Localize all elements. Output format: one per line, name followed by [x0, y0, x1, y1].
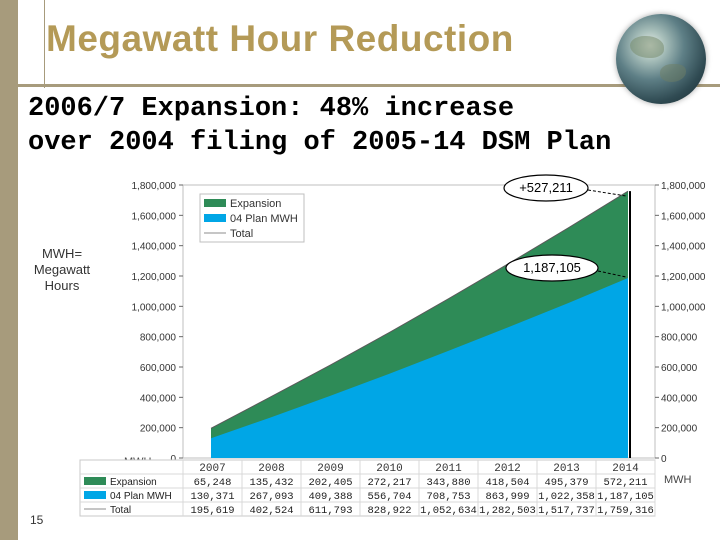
- legend-label-2: Total: [230, 228, 253, 240]
- legend-swatch-expansion: [204, 199, 226, 207]
- legend-label-1: 04 Plan MWH: [230, 213, 298, 225]
- table-cell: 343,880: [426, 477, 470, 489]
- table-header-2008: 2008: [258, 463, 284, 475]
- table-cell: 418,504: [485, 477, 529, 489]
- callout-plan-bubble: [505, 254, 599, 282]
- table-header-2014: 2014: [612, 463, 639, 475]
- callout-expansion-text: +527,211: [519, 180, 573, 195]
- table-header-2012: 2012: [494, 463, 520, 475]
- table-cell: 572,211: [603, 477, 647, 489]
- table-cell: 863,999: [485, 491, 529, 503]
- y-tick-label-left: 200,000: [140, 424, 177, 435]
- table-swatch-1: [84, 491, 106, 499]
- series-area-04-plan: [211, 277, 628, 458]
- table-cell: 708,753: [426, 491, 470, 503]
- slide-title: Megawatt Hour Reduction: [46, 18, 514, 59]
- table-cell: 267,093: [249, 491, 293, 503]
- title-divider: [18, 84, 720, 87]
- table-header-2007: 2007: [199, 463, 225, 475]
- y-tick-label-left: 400,000: [140, 393, 177, 404]
- table-cell: 1,282,503: [479, 505, 536, 517]
- table-cell: 828,922: [367, 505, 411, 517]
- slide-subtitle: 2006/7 Expansion: 48% increase over 2004…: [28, 92, 688, 160]
- table-cell: 1,759,316: [597, 505, 654, 517]
- table-cell: 202,405: [308, 477, 352, 489]
- legend-label-0: Expansion: [230, 198, 281, 210]
- table-series-name-1: 04 Plan MWH: [110, 491, 172, 502]
- title-bar: [0, 0, 720, 88]
- table-header-2009: 2009: [317, 463, 343, 475]
- table-cell: 402,524: [249, 505, 293, 517]
- mwh-definition-line-3: Hours: [44, 278, 80, 293]
- table-cell: 130,371: [190, 491, 234, 503]
- table-cell: 409,388: [308, 491, 352, 503]
- y-tick-label-right: 1,400,000: [661, 242, 706, 253]
- table-cell: 272,217: [367, 477, 411, 489]
- table-cell: 1,052,634: [420, 505, 477, 517]
- y-tick-label-right: 1,800,000: [661, 181, 706, 192]
- table-header-2011: 2011: [435, 463, 462, 475]
- mwh-definition-line-2: Megawatt: [33, 262, 91, 277]
- left-accent-bar: [0, 0, 18, 540]
- callout-expansion-leader: [587, 189, 627, 197]
- slide-number: 15: [30, 513, 44, 527]
- subtitle-line-2: over 2004 filing of 2005-14 DSM Plan: [28, 128, 612, 158]
- table-cell: 1,187,105: [597, 491, 654, 503]
- table-cell: 611,793: [308, 505, 352, 517]
- table-cell: 195,619: [190, 505, 234, 517]
- table-cell: 1,517,737: [538, 505, 595, 517]
- table-cell: 556,704: [367, 491, 411, 503]
- mwh-definition: MWH= Megawatt Hours: [22, 246, 102, 294]
- table-cell: 135,432: [249, 477, 293, 489]
- y-tick-label-right: 1,000,000: [661, 302, 706, 313]
- mwh-definition-line-1: MWH=: [41, 246, 83, 261]
- callout-expansion-bubble: [503, 174, 589, 202]
- title-divider-vertical: [44, 0, 45, 88]
- y-tick-label-left: 1,800,000: [132, 181, 177, 192]
- table-cell: 495,379: [544, 477, 588, 489]
- table-header-2013: 2013: [553, 463, 579, 475]
- subtitle-line-1: 2006/7 Expansion: 48% increase: [28, 94, 515, 124]
- y-tick-label-right: 200,000: [661, 424, 698, 435]
- y-tick-label-left: 1,400,000: [132, 242, 177, 253]
- y-tick-label-right: 1,200,000: [661, 272, 706, 283]
- y-tick-label-left: 1,600,000: [132, 211, 177, 222]
- y-tick-label-right: 800,000: [661, 333, 698, 344]
- table-cell: 65,248: [194, 477, 232, 489]
- table-cell: 1,022,358: [538, 491, 595, 503]
- table-swatch-0: [84, 477, 106, 485]
- callout-plan-text: 1,187,105: [523, 260, 581, 275]
- table-series-name-0: Expansion: [110, 477, 157, 488]
- y-tick-label-left: 1,200,000: [132, 272, 177, 283]
- y-tick-label-right: 0: [661, 454, 667, 465]
- y-tick-label-left: 1,000,000: [132, 302, 177, 313]
- y-tick-label-left: 600,000: [140, 363, 177, 374]
- y-tick-label-right: 600,000: [661, 363, 698, 374]
- y-tick-label-right: 400,000: [661, 393, 698, 404]
- y-tick-label-right: 1,600,000: [661, 211, 706, 222]
- table-header-2010: 2010: [376, 463, 402, 475]
- series-line-total: [210, 190, 629, 429]
- table-series-name-2: Total: [110, 505, 131, 516]
- y-tick-label-left: 800,000: [140, 333, 177, 344]
- y-axis-unit-right: MWH: [664, 474, 692, 486]
- legend-swatch-plan: [204, 214, 226, 222]
- globe-icon: [616, 14, 706, 104]
